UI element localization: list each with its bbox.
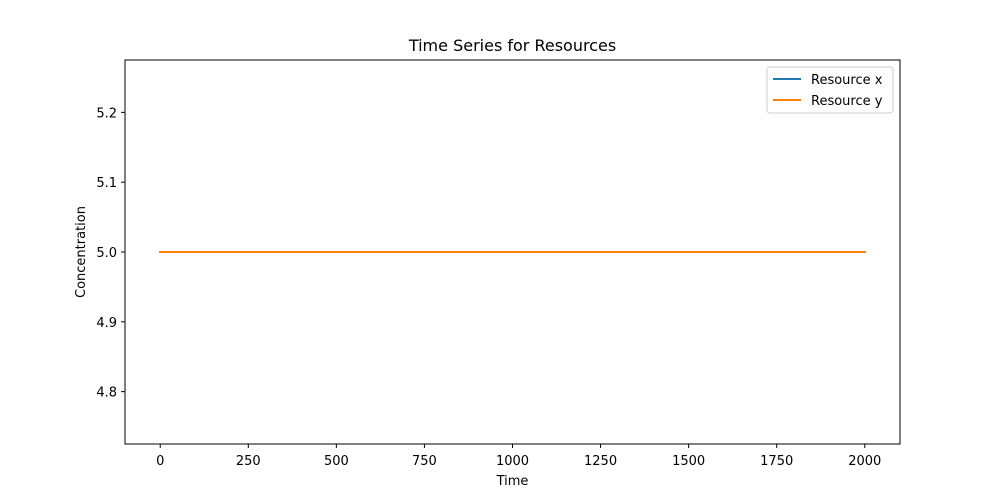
y-tick-label: 5.0 xyxy=(96,246,117,261)
x-tick-label: 1500 xyxy=(672,454,705,469)
x-tick-label: 2000 xyxy=(848,454,881,469)
y-axis-label: Concentration xyxy=(74,206,89,298)
x-axis-label: Time xyxy=(496,474,529,489)
plot-frame xyxy=(124,59,901,445)
x-tick-label: 1000 xyxy=(496,454,529,469)
y-tick-label: 4.9 xyxy=(96,316,117,331)
x-axis-ticks: 0 250 500 750 1000 1250 1500 1750 2000 xyxy=(156,444,881,469)
x-tick-label: 0 xyxy=(156,454,164,469)
y-tick-label: 5.1 xyxy=(96,176,117,191)
legend-label-1: Resource x xyxy=(811,73,883,88)
x-tick-label: 250 xyxy=(236,454,261,469)
y-axis-ticks: 4.8 4.9 5.0 5.1 5.2 xyxy=(96,106,125,401)
legend: Resource x Resource y xyxy=(766,66,894,114)
chart-title: Time Series for Resources xyxy=(408,36,616,55)
legend-label-2: Resource y xyxy=(811,94,883,109)
x-tick-label: 500 xyxy=(324,454,349,469)
x-tick-label: 1750 xyxy=(760,454,793,469)
x-tick-label: 750 xyxy=(412,454,437,469)
x-tick-label: 1250 xyxy=(584,454,617,469)
y-tick-label: 4.8 xyxy=(96,386,117,401)
y-tick-label: 5.2 xyxy=(96,106,117,121)
